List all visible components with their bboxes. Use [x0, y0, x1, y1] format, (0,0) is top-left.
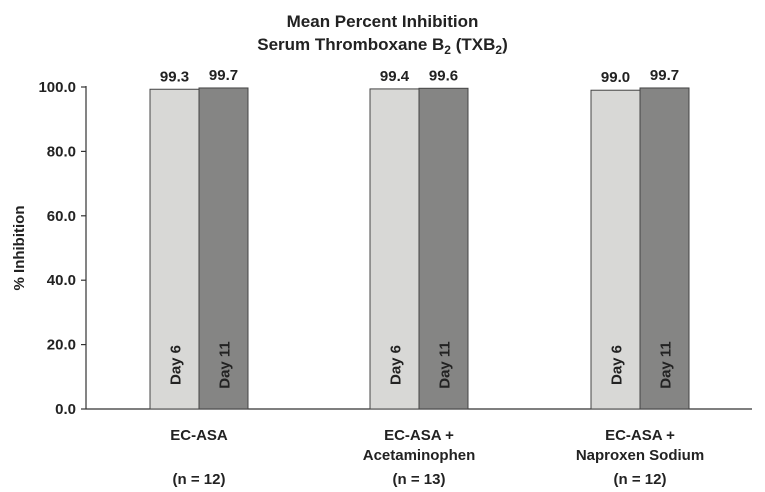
bar-series-label: Day 6 — [168, 345, 185, 385]
x-category-label: Acetaminophen — [363, 447, 476, 464]
x-category-label: Naproxen Sodium — [576, 447, 704, 464]
data-label: 99.6 — [429, 67, 458, 84]
x-category-n-label: (n = 12) — [173, 471, 226, 488]
y-tick-label: 40.0 — [47, 272, 76, 289]
y-tick-label: 80.0 — [47, 143, 76, 160]
bar-series-label: Day 11 — [437, 341, 454, 389]
bar — [369, 88, 420, 410]
bar — [418, 87, 469, 410]
y-tick-label: 20.0 — [47, 337, 76, 354]
data-label: 99.0 — [601, 69, 630, 86]
data-label: 99.7 — [650, 67, 679, 84]
x-category-label: EC-ASA + — [605, 427, 675, 444]
y-tick-label: 100.0 — [38, 79, 76, 96]
y-tick-label: 60.0 — [47, 208, 76, 225]
x-category-n-label: (n = 13) — [393, 471, 446, 488]
data-label: 99.7 — [209, 67, 238, 84]
x-category-n-label: (n = 12) — [614, 471, 667, 488]
y-axis-label: % Inhibition — [11, 206, 28, 291]
x-category-label: EC-ASA + — [384, 427, 454, 444]
chart-subtitle: Serum Thromboxane B2 (TXB2) — [257, 35, 508, 57]
bar — [639, 87, 690, 410]
bar-series-label: Day 11 — [217, 341, 234, 389]
y-tick-label: 0.0 — [55, 401, 76, 418]
bar-series-label: Day 11 — [658, 341, 675, 389]
bar — [198, 87, 249, 410]
data-label: 99.4 — [380, 68, 410, 85]
chart-title: Mean Percent Inhibition — [286, 12, 479, 31]
bar-series-label: Day 6 — [388, 345, 405, 385]
x-category-label: EC-ASA — [170, 427, 228, 444]
data-label: 99.3 — [160, 68, 189, 85]
bar — [590, 89, 641, 410]
bar-series-label: Day 6 — [609, 345, 626, 385]
